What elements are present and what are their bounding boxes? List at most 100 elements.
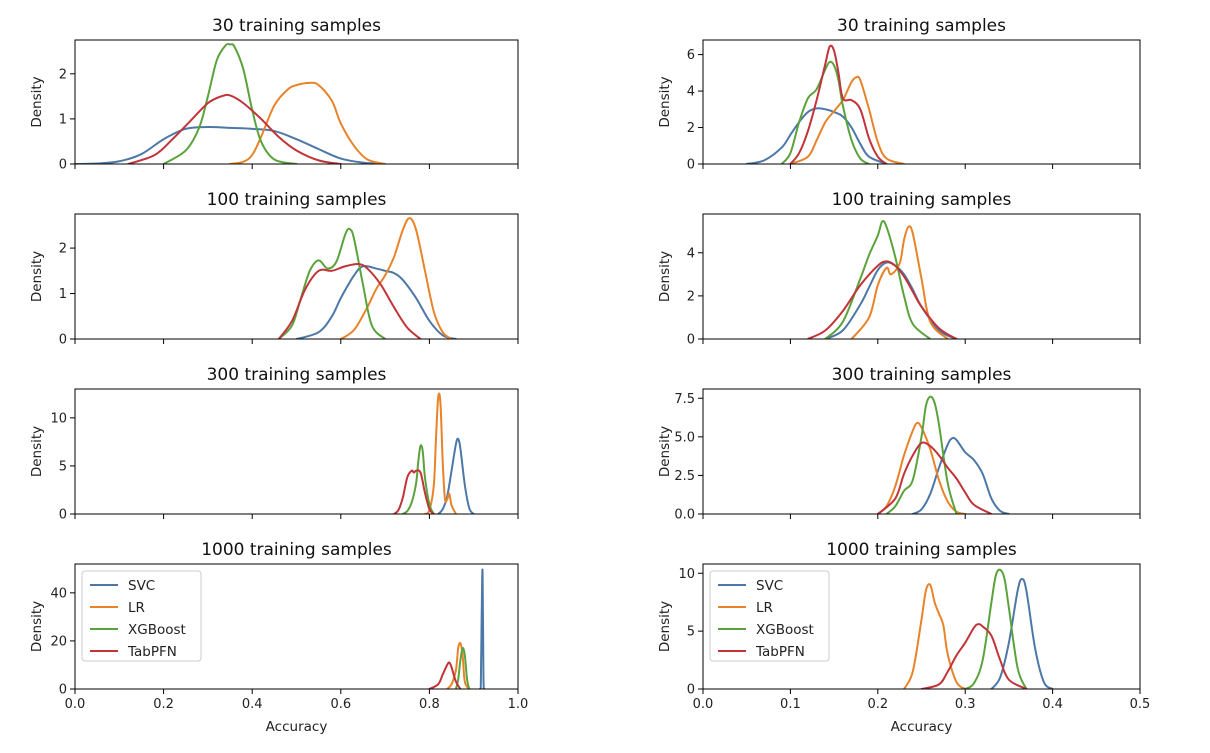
y-axis-label: Density bbox=[29, 426, 45, 477]
chart-panel-6: 1000 training samples Density 0 20 40 0.0 0.2 0… bbox=[29, 540, 528, 735]
series-line-lr bbox=[229, 81, 387, 164]
series-line-svc bbox=[745, 107, 888, 164]
y-tick-label: 5 bbox=[687, 625, 695, 640]
y-tick-label: 2 bbox=[59, 242, 67, 257]
y-axis-label: Density bbox=[29, 251, 45, 302]
y-axis-label: Density bbox=[657, 426, 673, 477]
axes-frame bbox=[702, 563, 1141, 690]
y-tick-label: 1 bbox=[59, 112, 67, 127]
x-tick-label: 0.8 bbox=[419, 697, 440, 712]
chart-panel-5: 300 training samples Density 0.0 2.5 5.0 7.5 bbox=[657, 365, 1141, 523]
x-tick-label: 0.0 bbox=[693, 697, 714, 712]
y-tick-label: 0 bbox=[59, 508, 67, 523]
chart-title: 30 training samples bbox=[212, 16, 381, 36]
series-line-svc bbox=[437, 437, 475, 514]
x-tick-label: 0.4 bbox=[242, 697, 263, 712]
y-tick-label: 0.0 bbox=[674, 508, 695, 523]
legend: SVC LR XGBoost TabPFN bbox=[81, 570, 202, 662]
series-line-lr bbox=[876, 421, 967, 514]
y-tick-label: 1 bbox=[59, 287, 67, 302]
axes-frame bbox=[74, 563, 519, 690]
y-tick-label: 0 bbox=[687, 158, 695, 173]
series-line-tabpfn bbox=[789, 44, 888, 164]
series-line-tabpfn bbox=[277, 262, 422, 339]
legend-box bbox=[81, 570, 202, 662]
x-tick-label: 0.0 bbox=[65, 697, 86, 712]
y-tick-label: 10 bbox=[50, 411, 67, 426]
chart-title: 300 training samples bbox=[832, 365, 1012, 385]
y-tick-label: 2 bbox=[59, 67, 67, 82]
legend-label-xgboost: XGBoost bbox=[128, 622, 186, 638]
y-tick-label: 0 bbox=[59, 683, 67, 698]
chart-panel-2: 100 training samples Density 0 1 2 bbox=[29, 190, 519, 348]
x-tick-label: 0.4 bbox=[1042, 697, 1063, 712]
y-tick-label: 0 bbox=[687, 683, 695, 698]
y-tick-label: 0 bbox=[687, 333, 695, 348]
y-tick-label: 4 bbox=[687, 246, 695, 261]
legend-label-svc: SVC bbox=[128, 578, 155, 594]
chart-title: 1000 training samples bbox=[201, 540, 392, 560]
series-line-lr bbox=[423, 392, 457, 514]
chart-panel-4: 300 training samples Density 0 5 10 bbox=[29, 365, 519, 523]
series-line-xgboost bbox=[780, 60, 871, 164]
y-tick-label: 0 bbox=[59, 333, 67, 348]
y-axis-label: Density bbox=[29, 76, 45, 127]
legend-box bbox=[709, 570, 830, 662]
y-tick-label: 5.0 bbox=[674, 430, 695, 445]
axes-frame bbox=[74, 388, 519, 515]
series-line-lr bbox=[446, 641, 471, 689]
series-line-xgboost bbox=[885, 395, 958, 514]
y-tick-label: 6 bbox=[687, 48, 695, 63]
axes-frame bbox=[702, 39, 1141, 165]
y-axis-label: Density bbox=[657, 601, 673, 652]
y-tick-label: 0 bbox=[59, 158, 67, 173]
series-line-tabpfn bbox=[920, 623, 1028, 689]
chart-panel-0: 30 training samples Density 0 1 2 bbox=[29, 16, 519, 173]
y-axis-label: Density bbox=[657, 251, 673, 302]
x-tick-label: 0.2 bbox=[867, 697, 888, 712]
axes-frame bbox=[702, 213, 1141, 340]
series-line-svc bbox=[911, 436, 1010, 514]
series-line-svc bbox=[295, 265, 457, 339]
chart-title: 300 training samples bbox=[207, 365, 387, 385]
legend-label-tabpfn: TabPFN bbox=[127, 644, 177, 660]
series-line-xgboost bbox=[277, 227, 387, 339]
series-line-xgboost bbox=[964, 568, 1028, 689]
axes-frame bbox=[74, 39, 519, 165]
chart-panel-3: 100 training samples Density 0 2 4 bbox=[657, 190, 1141, 348]
y-tick-label: 2 bbox=[687, 289, 695, 304]
series-line-xgboost bbox=[401, 444, 435, 514]
series-line-tabpfn bbox=[806, 260, 958, 339]
legend-label-xgboost: XGBoost bbox=[756, 622, 814, 638]
series-line-lr bbox=[789, 75, 906, 164]
x-tick-label: 0.5 bbox=[1130, 697, 1151, 712]
y-tick-label: 5 bbox=[59, 459, 67, 474]
legend-label-lr: LR bbox=[756, 600, 773, 616]
series-line-lr bbox=[903, 583, 967, 689]
y-tick-label: 7.5 bbox=[674, 392, 695, 407]
chart-panel-7: 1000 training samples Density 0 5 10 0.0 0.1 0.… bbox=[657, 540, 1150, 735]
x-tick-label: 0.3 bbox=[955, 697, 976, 712]
series-line-lr bbox=[850, 225, 949, 339]
y-tick-label: 2 bbox=[687, 121, 695, 136]
legend-label-lr: LR bbox=[128, 600, 145, 616]
series-line-tabpfn bbox=[392, 469, 435, 514]
series-line-lr bbox=[339, 217, 453, 339]
series-line-tabpfn bbox=[876, 441, 993, 514]
y-tick-label: 20 bbox=[50, 634, 67, 649]
series-line-svc bbox=[990, 578, 1054, 689]
chart-title: 30 training samples bbox=[837, 16, 1006, 36]
legend-label-tabpfn: TabPFN bbox=[755, 644, 805, 660]
y-axis-label: Density bbox=[657, 76, 673, 127]
x-tick-label: 0.6 bbox=[330, 697, 351, 712]
series-line-xgboost bbox=[162, 42, 298, 164]
series-line-tabpfn bbox=[428, 661, 462, 689]
y-axis-label: Density bbox=[29, 601, 45, 652]
series-line-xgboost bbox=[454, 646, 471, 689]
x-tick-label: 0.2 bbox=[153, 697, 174, 712]
chart-title: 100 training samples bbox=[832, 190, 1012, 210]
y-tick-label: 2.5 bbox=[674, 469, 695, 484]
y-tick-label: 40 bbox=[50, 586, 67, 601]
y-tick-label: 10 bbox=[678, 567, 695, 582]
